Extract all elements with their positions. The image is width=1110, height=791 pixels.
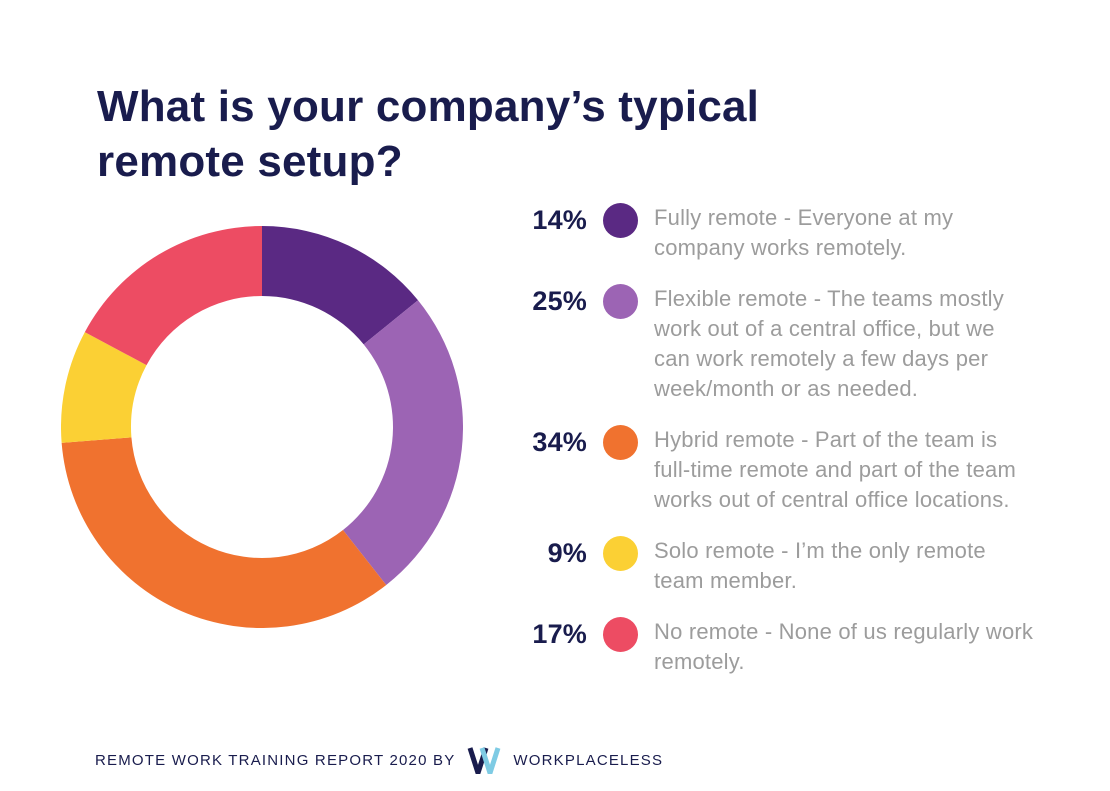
legend-item-fully-remote: 14% Fully remote - Everyone at my company… (530, 202, 1090, 263)
legend-swatch-no-remote (603, 617, 638, 652)
legend-description: Fully remote - Everyone at my company wo… (654, 205, 954, 260)
donut-slice-flexible-remote (342, 300, 464, 585)
legend-item-solo-remote: 9% Solo remote - I’m the only remote team… (530, 535, 1090, 596)
donut-slice-solo-remote (60, 332, 147, 443)
donut-slice-hybrid-remote (61, 437, 387, 629)
legend-item-no-remote: 17% No remote - None of us regularly work… (530, 616, 1090, 677)
legend-description: No remote - None of us regularly work re… (654, 619, 1034, 674)
legend-swatch-solo-remote (603, 536, 638, 571)
legend-percent: 34% (532, 427, 587, 457)
footer: REMOTE WORK TRAINING REPORT 2020 BY WORK… (95, 744, 663, 776)
workplaceless-w-logo-icon (468, 746, 501, 774)
legend-item-hybrid-remote: 34% Hybrid remote - Part of the team is f… (530, 424, 1090, 515)
donut-slice-no-remote (84, 226, 262, 366)
donut-slice-fully-remote (262, 226, 419, 345)
legend-description: Flexible remote - The teams mostly work … (654, 286, 1004, 401)
legend-item-flexible-remote: 25% Flexible remote - The teams mostly wo… (530, 283, 1090, 404)
legend-swatch-flexible-remote (603, 284, 638, 319)
legend-percent: 14% (532, 205, 587, 235)
footer-brand-text: WORKPLACELESS (513, 751, 664, 769)
legend-percent: 17% (532, 619, 587, 649)
legend: 14% Fully remote - Everyone at my company… (530, 202, 1090, 677)
page-title: What is your company’s typical remote se… (97, 82, 760, 187)
legend-swatch-fully-remote (603, 203, 638, 238)
donut-chart (60, 226, 464, 629)
legend-description: Hybrid remote - Part of the team is full… (654, 427, 1017, 512)
legend-swatch-hybrid-remote (603, 425, 638, 460)
legend-percent: 25% (532, 286, 587, 316)
donut-chart-svg (60, 226, 464, 629)
legend-percent: 9% (547, 538, 587, 568)
legend-description: Solo remote - I’m the only remote team m… (654, 538, 986, 593)
footer-report-text: REMOTE WORK TRAINING REPORT 2020 BY (95, 751, 456, 769)
